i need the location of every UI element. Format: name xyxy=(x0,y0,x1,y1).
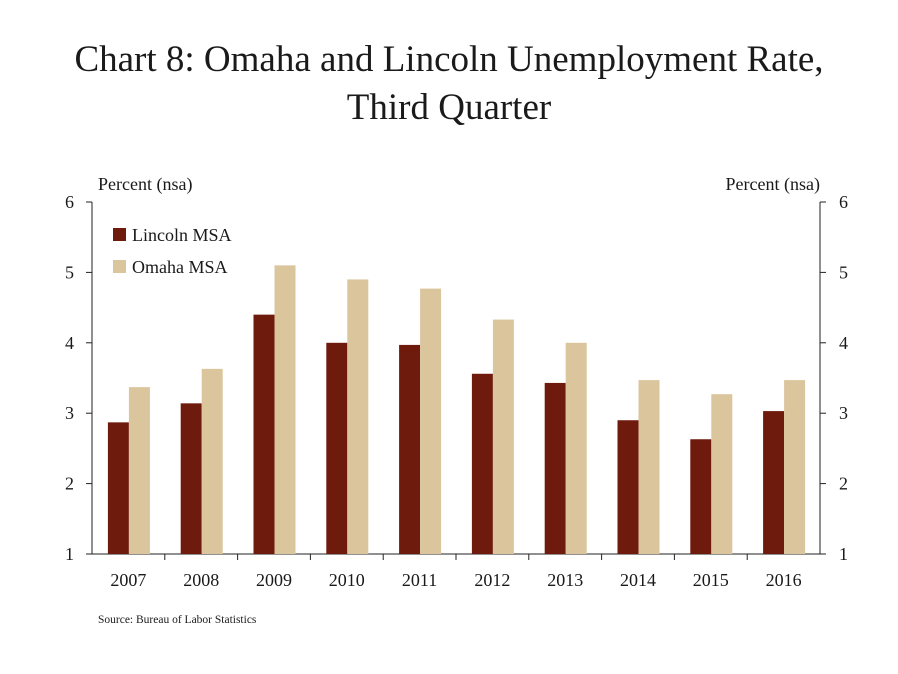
y-tick-label-left: 4 xyxy=(65,333,74,353)
bar-lincoln-2010 xyxy=(326,342,348,554)
bar-lincoln-2007 xyxy=(107,422,129,554)
x-tick-label: 2012 xyxy=(474,570,510,590)
bar-lincoln-2015 xyxy=(690,439,712,554)
bar-omaha-2010 xyxy=(347,279,369,554)
y-axis-label-left: Percent (nsa) xyxy=(98,174,192,195)
legend-label: Omaha MSA xyxy=(132,257,228,277)
y-tick-label-right: 3 xyxy=(839,403,848,423)
x-tick-label: 2009 xyxy=(256,570,292,590)
bar-lincoln-2008 xyxy=(180,403,202,554)
y-tick-label-left: 5 xyxy=(65,262,74,282)
bar-omaha-2009 xyxy=(274,265,296,554)
x-tick-label: 2008 xyxy=(183,570,219,590)
y-tick-label-right: 1 xyxy=(839,544,848,564)
y-tick-label-left: 3 xyxy=(65,403,74,423)
bar-omaha-2015 xyxy=(711,394,733,554)
bar-omaha-2007 xyxy=(128,387,150,554)
y-tick-label-right: 5 xyxy=(839,262,848,282)
x-tick-label: 2014 xyxy=(620,570,656,590)
y-axis-label-right: Percent (nsa) xyxy=(726,174,820,195)
x-tick-label: 2010 xyxy=(329,570,365,590)
chart-title-line2: Third Quarter xyxy=(346,87,552,128)
x-tick-label: 2016 xyxy=(766,570,802,590)
bars xyxy=(107,265,806,554)
legend-swatch xyxy=(113,228,126,241)
x-tick-label: 2007 xyxy=(110,570,146,590)
bar-omaha-2012 xyxy=(492,319,514,554)
bar-omaha-2008 xyxy=(201,368,223,554)
y-tick-label-left: 2 xyxy=(65,474,74,494)
bar-omaha-2016 xyxy=(784,380,806,554)
x-tick-label: 2015 xyxy=(693,570,729,590)
legend: Lincoln MSA Omaha MSA xyxy=(113,225,232,277)
bar-lincoln-2011 xyxy=(399,344,421,554)
bar-lincoln-2009 xyxy=(253,314,275,554)
bar-omaha-2014 xyxy=(638,380,660,554)
axes: 1 1 2 2 3 3 4 4 5 5 6 6 2007 2008 2009 2010 2011 2012 2013… xyxy=(65,192,848,590)
bar-lincoln-2016 xyxy=(763,411,785,554)
bar-omaha-2011 xyxy=(420,288,442,554)
x-tick-label: 2013 xyxy=(547,570,583,590)
bar-lincoln-2012 xyxy=(471,373,493,554)
bar-lincoln-2013 xyxy=(544,382,566,554)
source-note: Source: Bureau of Labor Statistics xyxy=(98,614,257,626)
bar-lincoln-2014 xyxy=(617,420,639,554)
bar-omaha-2013 xyxy=(565,342,587,554)
y-tick-label-left: 6 xyxy=(65,192,74,212)
x-tick-label: 2011 xyxy=(402,570,437,590)
chart-title-line1: Chart 8: Omaha and Lincoln Unemployment … xyxy=(74,39,824,80)
legend-label: Lincoln MSA xyxy=(132,225,232,245)
y-tick-label-left: 1 xyxy=(65,544,74,564)
y-tick-label-right: 2 xyxy=(839,474,848,494)
y-tick-label-right: 4 xyxy=(839,333,848,353)
legend-swatch xyxy=(113,260,126,273)
y-tick-label-right: 6 xyxy=(839,192,848,212)
